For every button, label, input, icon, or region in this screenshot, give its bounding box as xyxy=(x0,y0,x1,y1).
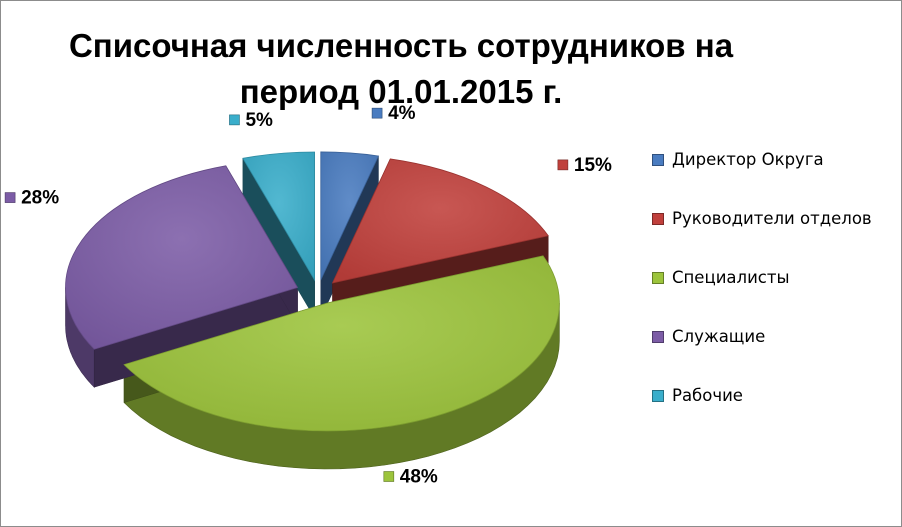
data-label-text: 15% xyxy=(574,155,612,176)
data-label-text: 28% xyxy=(21,188,59,209)
legend-item-директор-округа: Директор Округа xyxy=(652,150,824,169)
legend-label: Служащие xyxy=(672,327,766,346)
slice-рабочие xyxy=(242,151,315,282)
legend-swatch xyxy=(652,212,664,225)
legend-item-специалисты: Специалисты xyxy=(652,268,790,287)
data-label-text: 48% xyxy=(400,467,438,488)
slice-служащие xyxy=(65,165,299,350)
legend-item-руководители-отделов: Руководители отделов xyxy=(652,209,872,228)
legend-swatch xyxy=(652,153,664,166)
chart-title-line-1: Списочная численность сотрудников на xyxy=(68,27,734,64)
legend-swatch xyxy=(652,330,664,343)
legend-swatch xyxy=(652,389,664,402)
data-label-swatch xyxy=(4,192,16,203)
data-label-рабочие: 5% xyxy=(229,110,273,131)
data-label-руководители-отделов: 15% xyxy=(557,155,612,176)
legend-label: Рабочие xyxy=(672,386,743,405)
data-label-swatch xyxy=(371,107,383,119)
data-label-text: 5% xyxy=(245,110,273,131)
data-label-служащие: 28% xyxy=(4,188,59,209)
data-label-директор-округа: 4% xyxy=(371,103,416,124)
slice-специалисты xyxy=(123,255,560,432)
legend-label: Директор Округа xyxy=(672,150,824,169)
legend-item-рабочие: Рабочие xyxy=(652,386,743,405)
data-label-swatch xyxy=(229,114,240,126)
chart-title: Списочная численность сотрудников на пер… xyxy=(41,23,761,115)
legend-swatch xyxy=(652,271,664,284)
slice-директор-округа xyxy=(320,151,380,281)
legend-item-служащие: Служащие xyxy=(652,327,765,346)
data-label-swatch xyxy=(383,471,395,482)
pie-slices xyxy=(65,151,560,470)
legend-label: Руководители отделов xyxy=(672,209,872,228)
legend-label: Специалисты xyxy=(672,268,790,287)
data-label-swatch xyxy=(557,159,569,171)
slice-руководители-отделов xyxy=(331,158,549,284)
data-label-text: 4% xyxy=(388,103,416,124)
chart-title-line-2: период 01.01.2015 г. xyxy=(239,73,563,110)
data-label-специалисты: 48% xyxy=(383,467,438,488)
